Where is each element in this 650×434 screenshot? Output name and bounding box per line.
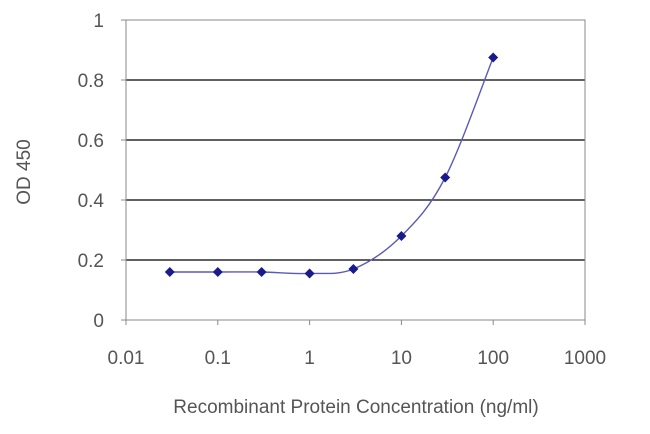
data-point bbox=[348, 264, 359, 274]
y-tick-label: 0 bbox=[93, 311, 104, 332]
x-tick-label: 1000 bbox=[564, 348, 606, 369]
data-point bbox=[256, 267, 267, 277]
y-axis-title: OD 450 bbox=[14, 139, 35, 204]
data-point bbox=[440, 172, 451, 183]
grid-layer bbox=[126, 79, 585, 261]
data-point bbox=[212, 267, 223, 277]
x-axis-title: Recombinant Protein Concentration (ng/ml… bbox=[173, 397, 538, 418]
series-line bbox=[169, 57, 494, 275]
x-tick-label: 10 bbox=[391, 348, 412, 369]
data-markers bbox=[164, 52, 499, 279]
data-point bbox=[396, 231, 407, 241]
x-axis-ticks: 0.01 0.1 1 10 100 1000 bbox=[108, 320, 606, 369]
y-tick-label: 0.4 bbox=[78, 191, 105, 212]
data-point bbox=[304, 268, 315, 279]
x-tick-label: 0.01 bbox=[108, 348, 145, 369]
x-tick-label: 0.1 bbox=[205, 348, 231, 369]
y-tick-label: 0.8 bbox=[78, 71, 104, 92]
plot-area bbox=[125, 19, 586, 321]
x-tick-label: 1 bbox=[304, 348, 315, 369]
y-tick-label: 1 bbox=[93, 11, 104, 32]
x-tick-label: 100 bbox=[477, 348, 509, 369]
data-point bbox=[164, 267, 175, 277]
data-point bbox=[488, 52, 499, 63]
y-tick-label: 0.2 bbox=[78, 251, 104, 272]
y-tick-label: 0.6 bbox=[78, 131, 104, 152]
y-axis-ticks: 0 0.2 0.4 0.6 0.8 1 bbox=[78, 11, 126, 332]
